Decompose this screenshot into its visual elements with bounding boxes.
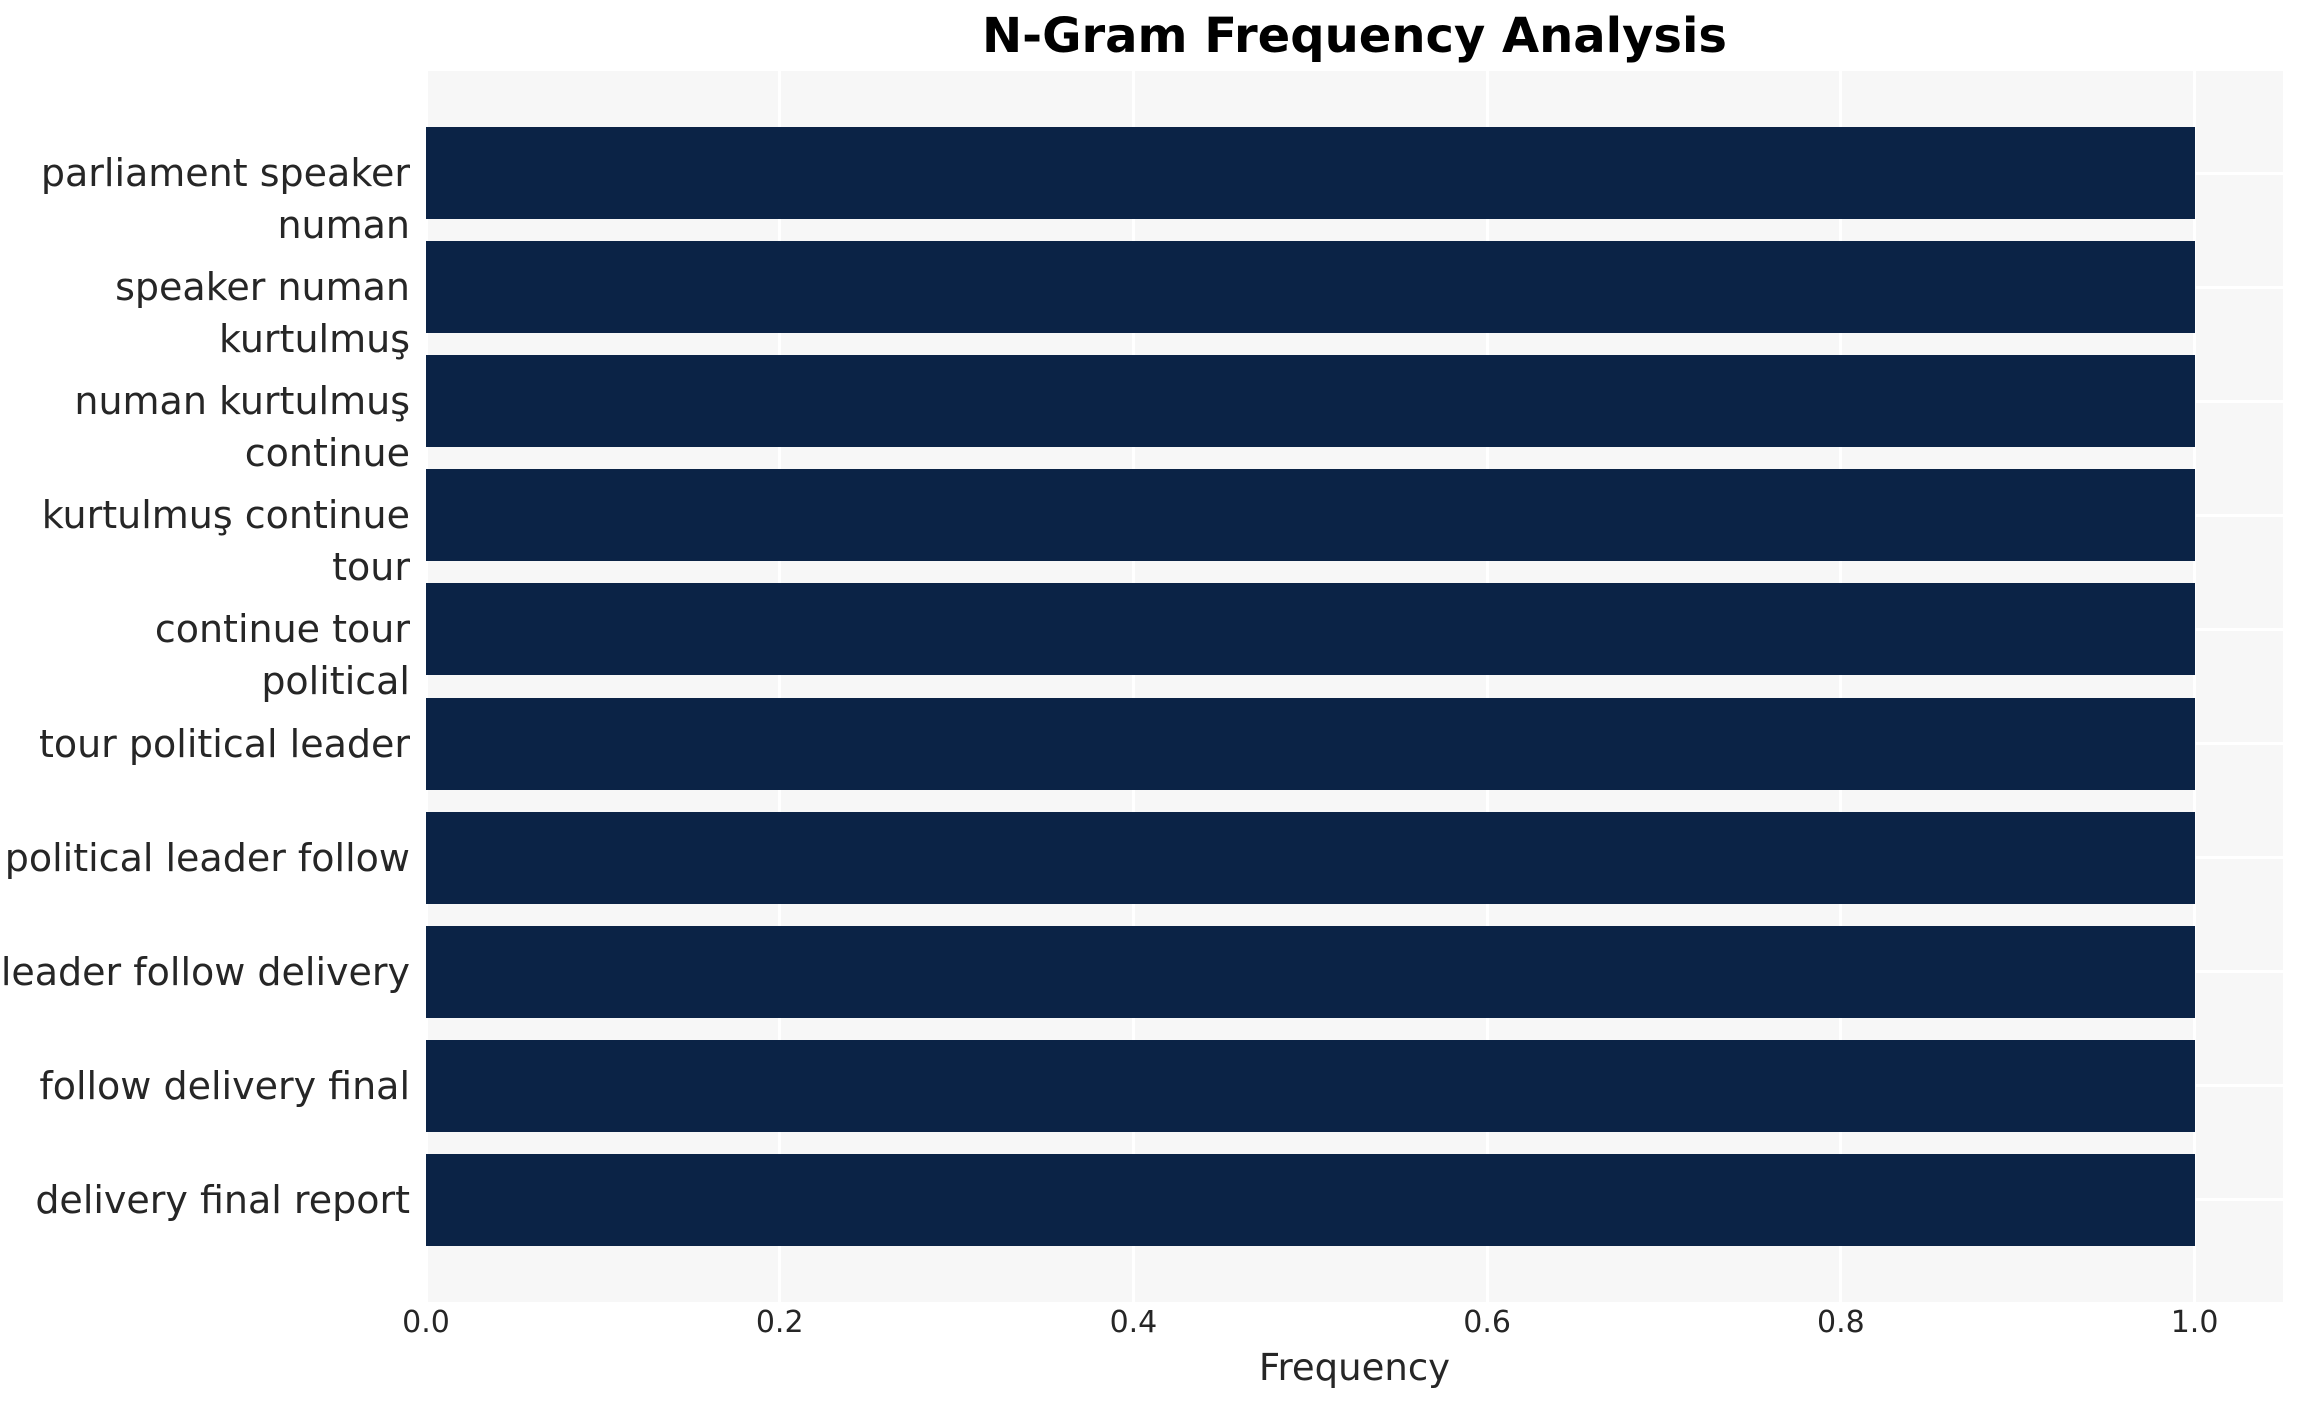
y-tick-label: speaker numan kurtulmuş [115, 265, 410, 362]
y-tick-label: parliament speaker numan [40, 151, 410, 247]
grid-line-vertical [2193, 71, 2197, 1302]
x-tick-label: 0.6 [1463, 1305, 1511, 1340]
x-tick-label: 1.0 [2170, 1305, 2219, 1340]
bar [426, 583, 2195, 676]
x-tick-label: 0.0 [402, 1305, 450, 1340]
bar [426, 811, 2195, 904]
y-tick-label: leader follow delivery [0, 949, 410, 994]
x-tick-label: 0.8 [1816, 1305, 1865, 1340]
bar [426, 1039, 2195, 1132]
chart-title: N-Gram Frequency Analysis [982, 8, 1727, 64]
x-axis-label: Frequency [1258, 1346, 1451, 1389]
y-tick-label: political leader follow [4, 835, 410, 880]
grid-line-vertical [778, 71, 782, 1302]
bar [426, 1153, 2195, 1246]
grid-line-vertical [1131, 71, 1135, 1302]
bar [426, 469, 2195, 562]
x-tick-label: 0.4 [1109, 1305, 1158, 1340]
y-tick-label: numan kurtulmuş continue [74, 379, 410, 476]
plot-area [424, 71, 2283, 1302]
y-tick-label: delivery final report [35, 1177, 410, 1222]
y-tick-label: follow delivery final [39, 1063, 410, 1108]
bar [426, 127, 2195, 219]
x-tick-label: 0.2 [755, 1305, 804, 1340]
bar [426, 355, 2195, 448]
bar [426, 697, 2195, 790]
y-tick-label: tour political leader [38, 721, 410, 766]
bar [426, 241, 2195, 334]
grid-line-vertical [1485, 71, 1489, 1302]
grid-line-vertical [1839, 71, 1843, 1302]
y-tick-label: kurtulmuş continue tour [41, 493, 410, 590]
y-tick-label: continue tour political [154, 607, 410, 704]
grid-line-vertical [424, 71, 428, 1302]
bar [426, 925, 2195, 1018]
